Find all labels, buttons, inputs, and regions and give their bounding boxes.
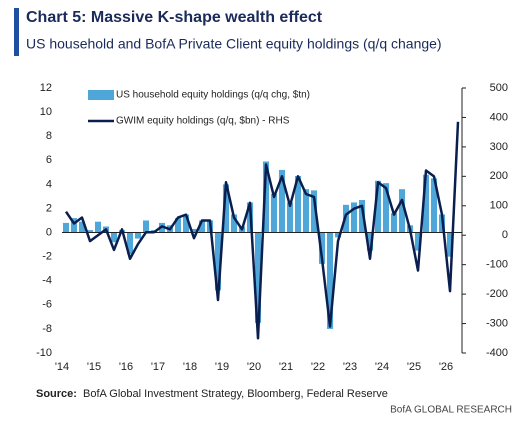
title-accent <box>14 8 19 56</box>
bar <box>182 214 190 233</box>
legend-swatch <box>88 90 114 100</box>
bar <box>334 232 342 238</box>
x-tick-label: '15 <box>87 361 101 373</box>
x-tick-label: '24 <box>375 361 389 373</box>
bar <box>414 232 422 251</box>
bar <box>310 190 318 233</box>
y-tick-label: 10 <box>40 106 52 118</box>
chart-subtitle: US household and BofA Private Client equ… <box>26 36 442 52</box>
bar <box>190 228 198 233</box>
legend-label: GWIM equity holdings (q/q, $bn) - RHS <box>116 116 290 127</box>
y2-tick-label: 400 <box>490 111 508 123</box>
y2-tick-label: 100 <box>490 200 508 212</box>
bar <box>430 178 438 233</box>
bar <box>446 232 454 257</box>
y-tick-label: -6 <box>42 299 52 311</box>
y-tick-label: -8 <box>42 323 52 335</box>
x-tick-label: '18 <box>183 361 197 373</box>
y-tick-label: -10 <box>36 347 52 359</box>
brand: BofA GLOBAL RESEARCH <box>390 405 512 416</box>
bar <box>294 175 302 233</box>
y2-tick-label: -300 <box>486 317 508 329</box>
x-tick-label: '21 <box>279 361 293 373</box>
y-tick-label: 8 <box>46 130 52 142</box>
bar <box>270 194 278 233</box>
y2-tick-label: 0 <box>502 229 508 241</box>
x-tick-label: '14 <box>55 361 69 373</box>
y2-tick-label: -100 <box>486 259 508 271</box>
y-tick-label: -4 <box>42 275 52 287</box>
y-tick-label: 0 <box>46 226 52 238</box>
bar <box>278 169 286 233</box>
bar <box>318 232 326 264</box>
bar <box>222 184 230 233</box>
source: BofA Global Investment Strategy, Bloombe… <box>83 388 388 400</box>
bar <box>422 174 430 233</box>
y-tick-label: 4 <box>46 178 52 190</box>
bar <box>286 202 294 233</box>
bar <box>214 232 222 291</box>
bar <box>94 221 102 233</box>
bar <box>382 183 390 233</box>
bar <box>70 218 78 233</box>
bar <box>302 189 310 233</box>
bar <box>326 232 334 329</box>
bar <box>62 222 70 233</box>
y2-tick-label: 500 <box>490 82 508 94</box>
bar <box>350 202 358 233</box>
y2-tick-label: -400 <box>486 347 508 359</box>
y-tick-label: 2 <box>46 202 52 214</box>
x-tick-label: '23 <box>343 361 357 373</box>
bar <box>110 232 118 243</box>
bar <box>358 200 366 233</box>
bar <box>198 220 206 233</box>
bar <box>142 220 150 233</box>
source-label: Source: <box>36 388 77 400</box>
bar <box>86 230 94 233</box>
bar <box>230 214 238 233</box>
bar <box>398 189 406 233</box>
bar <box>174 218 182 233</box>
y2-tick-label: 200 <box>490 170 508 182</box>
x-tick-label: '16 <box>119 361 133 373</box>
bar <box>126 232 134 255</box>
x-tick-label: '20 <box>247 361 261 373</box>
y-tick-label: 6 <box>46 154 52 166</box>
bar <box>134 232 142 239</box>
bar <box>390 213 398 233</box>
x-tick-label: '19 <box>215 361 229 373</box>
bar <box>262 161 270 233</box>
x-tick-label: '25 <box>407 361 421 373</box>
y-tick-label: 12 <box>40 82 52 94</box>
y2-tick-label: -200 <box>486 288 508 300</box>
y2-tick-label: 300 <box>490 141 508 153</box>
chart-title: Chart 5: Massive K-shape wealth effect <box>26 9 323 26</box>
line <box>64 121 460 340</box>
bar <box>374 180 382 233</box>
bar <box>366 232 374 251</box>
bar <box>78 221 86 233</box>
y-tick-label: -2 <box>42 251 52 263</box>
legend-label: US household equity holdings (q/q chg, $… <box>116 90 310 101</box>
x-tick-label: '26 <box>439 361 453 373</box>
bar <box>254 232 262 323</box>
x-tick-label: '22 <box>311 361 325 373</box>
x-tick-label: '17 <box>151 361 165 373</box>
